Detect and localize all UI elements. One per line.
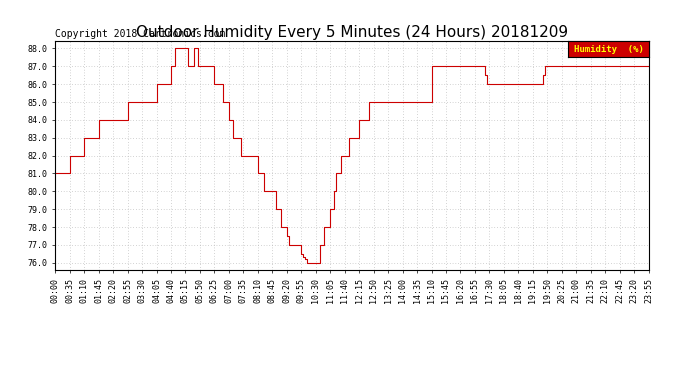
Title: Outdoor Humidity Every 5 Minutes (24 Hours) 20181209: Outdoor Humidity Every 5 Minutes (24 Hou… <box>136 25 568 40</box>
Text: Copyright 2018 Cartronics.com: Copyright 2018 Cartronics.com <box>55 29 226 39</box>
